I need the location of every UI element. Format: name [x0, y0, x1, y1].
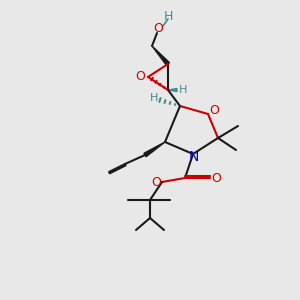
Text: O: O	[153, 22, 163, 34]
Text: O: O	[211, 172, 221, 184]
Text: O: O	[135, 70, 145, 83]
Text: O: O	[209, 103, 219, 116]
Polygon shape	[152, 46, 169, 65]
Text: N: N	[189, 150, 199, 164]
Text: O: O	[151, 176, 161, 188]
Polygon shape	[144, 142, 165, 157]
Polygon shape	[168, 88, 177, 92]
Text: H: H	[163, 11, 173, 23]
Text: H: H	[179, 85, 187, 95]
Text: H: H	[150, 93, 158, 103]
